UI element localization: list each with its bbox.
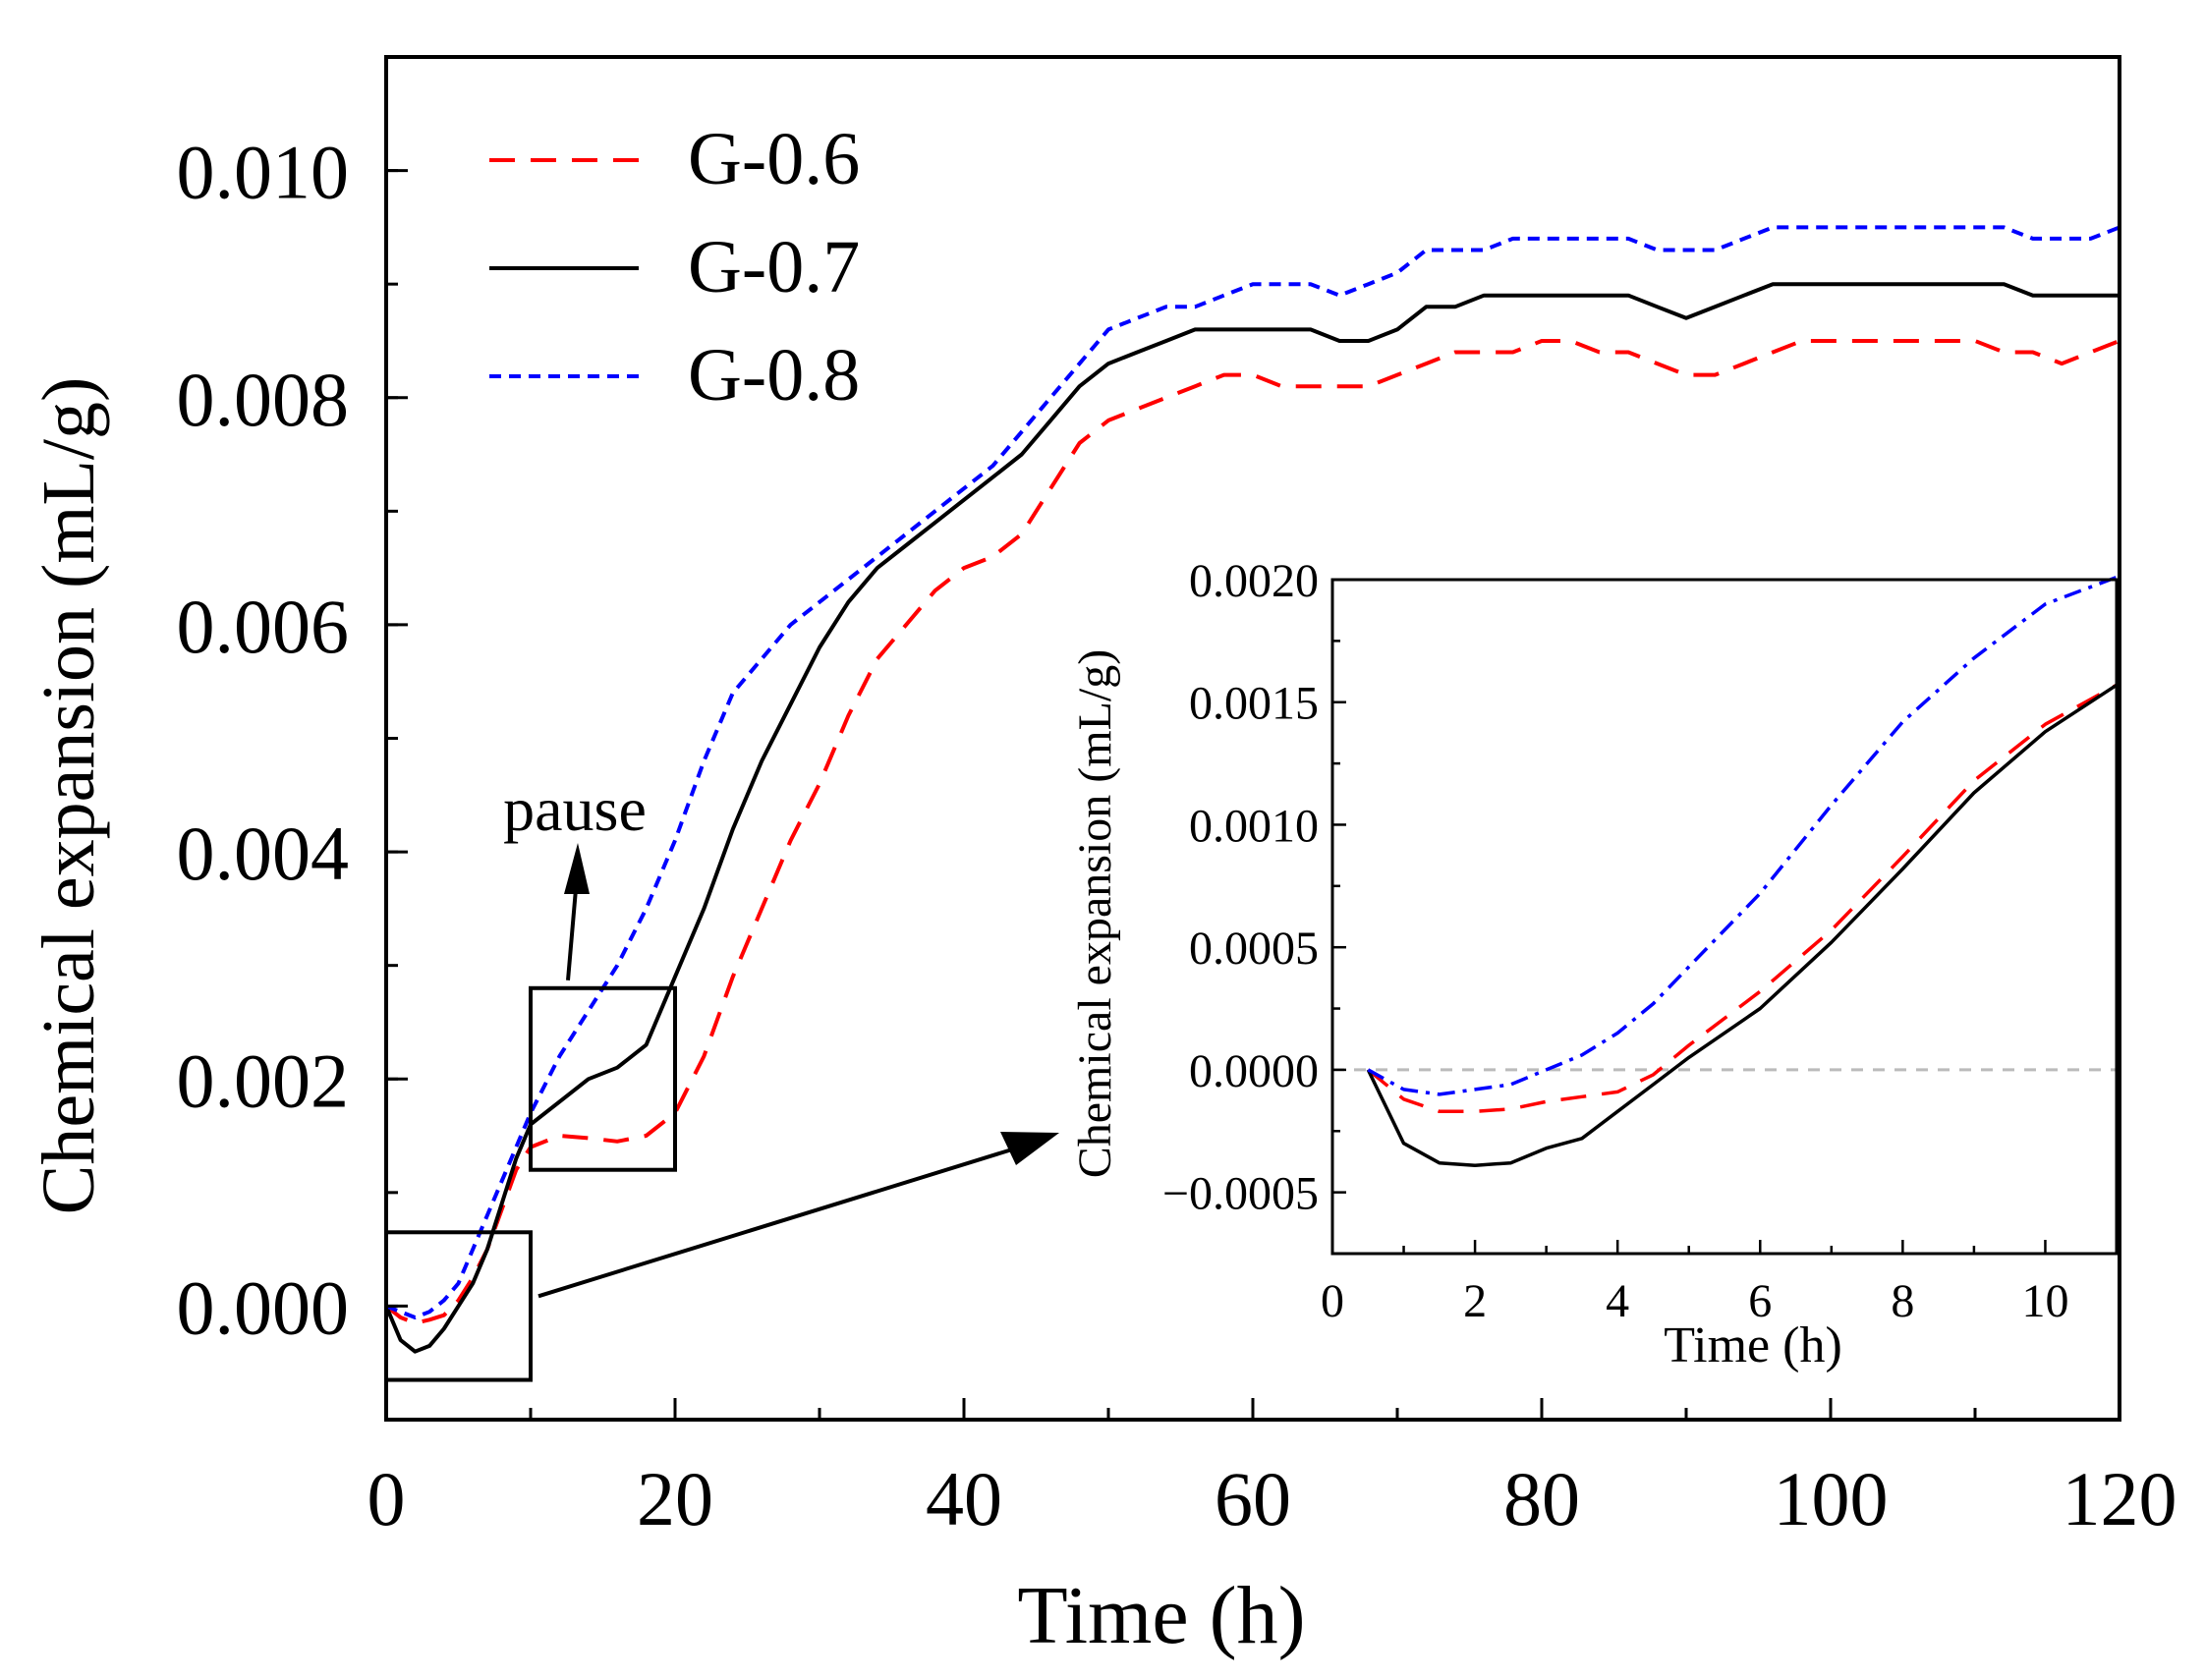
inset-y-tick-label: −0.0005 [1162, 1168, 1319, 1220]
inset-chart: 0 2 4 6 8 10 −0.0005 0.0000 0.0005 0.0010 0.0015 0… [1069, 555, 2119, 1373]
inset-y-tick-label: 0.0010 [1189, 800, 1319, 852]
pause-arrow-head [564, 843, 590, 894]
inset-y-axis-label: Chemical expansion (mL/g) [1069, 649, 1121, 1179]
main-series-line-g-0.6 [384, 339, 2120, 1325]
inset-series-layer [1366, 575, 2118, 1167]
legend-entry-g07: G-0.7 [688, 226, 860, 308]
inset-y-tick-label: 0.0015 [1189, 678, 1319, 730]
inset-series-line-0 [1367, 683, 2118, 1114]
inset-y-tick-label: 0.0020 [1189, 555, 1319, 607]
inset-background [1332, 580, 2117, 1254]
main-y-tick-label: 0.004 [177, 811, 350, 896]
inset-series-line-2 [1367, 575, 2118, 1096]
inset-x-axis-label: Time (h) [1664, 1317, 1842, 1373]
main-series-layer [384, 225, 2120, 1354]
main-y-axis-label: Chemical expansion (mL/g) [28, 377, 110, 1215]
main-annotations-layer: pause [384, 774, 1059, 1382]
main-x-axis: 0 20 40 60 80 100 120 [368, 1398, 2177, 1541]
pause-region-box [529, 985, 677, 1172]
main-chart: pause 0 20 40 60 80 100 120 0.0000.0020.0040.0… [28, 55, 2177, 1661]
inset-x-tick-label: 2 [1463, 1275, 1487, 1327]
main-y-tick-label: 0.010 [177, 130, 350, 215]
main-y-tick-label: 0.008 [177, 357, 350, 442]
inset-plot-frame [1330, 578, 2119, 1256]
main-x-tick-label: 120 [2063, 1456, 2177, 1541]
legend-entry-g08: G-0.8 [688, 334, 860, 417]
main-x-tick-label: 100 [1774, 1456, 1889, 1541]
legend-entry-g06: G-0.6 [688, 118, 860, 200]
inset-y-tick-label: 0.0000 [1189, 1045, 1319, 1097]
inset-x-tick-label: 4 [1606, 1275, 1629, 1327]
pause-arrow-shaft [566, 888, 578, 980]
pause-label: pause [503, 774, 647, 844]
inset-x-axis: 0 2 4 6 8 10 [1321, 1240, 2068, 1327]
main-y-tick-label: 0.002 [177, 1037, 350, 1123]
main-x-tick-label: 20 [637, 1456, 713, 1541]
inset-x-tick-label: 8 [1891, 1275, 1914, 1327]
inset-y-tick-label: 0.0005 [1189, 923, 1319, 975]
main-x-axis-label: Time (h) [1017, 1570, 1305, 1661]
main-y-tick-label: 0.006 [177, 584, 350, 669]
main-y-tick-label: 0.000 [177, 1264, 350, 1350]
inset-y-axis: −0.0005 0.0000 0.0005 0.0010 0.0015 0.0020 [1162, 555, 1346, 1220]
main-x-tick-label: 0 [368, 1456, 406, 1541]
inset-x-tick-label: 10 [2021, 1275, 2068, 1327]
inset-series-line-1 [1366, 683, 2118, 1167]
inset-x-tick-label: 0 [1321, 1275, 1344, 1327]
inset-x-tick-label: 6 [1748, 1275, 1772, 1327]
main-x-tick-label: 40 [926, 1456, 1002, 1541]
main-y-axis: 0.000 0.002 0.004 0.006 0.008 0.010 [177, 55, 408, 1422]
main-series-line-g-0.7 [384, 282, 2120, 1354]
zoom-arrow-head [1000, 1132, 1059, 1165]
main-series-line-g-0.8 [385, 225, 2120, 1319]
main-x-tick-label: 60 [1215, 1456, 1291, 1541]
main-x-tick-label: 80 [1503, 1456, 1580, 1541]
zoom-arrow-shaft [537, 1148, 1013, 1299]
legend: G-0.6 G-0.7 G-0.8 [489, 118, 860, 417]
